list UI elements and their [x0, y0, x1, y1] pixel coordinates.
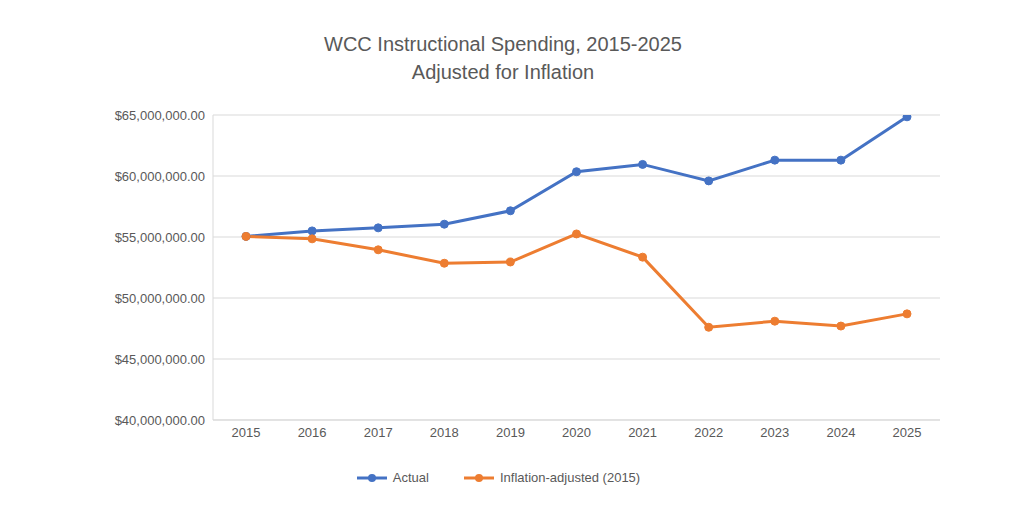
svg-text:2021: 2021: [628, 425, 657, 440]
svg-text:$45,000,000.00: $45,000,000.00: [115, 352, 205, 367]
svg-text:2017: 2017: [364, 425, 393, 440]
html-text:Inflation-adjusted (2015): Inflation-adjusted (2015): [500, 470, 641, 485]
html-text:Actual: Actual: [392, 470, 429, 485]
svg-text:$60,000,000.00: $60,000,000.00: [115, 169, 205, 184]
svg-text:$55,000,000.00: $55,000,000.00: [115, 230, 205, 245]
svg-text:2022: 2022: [694, 425, 723, 440]
svg-text:2016: 2016: [298, 425, 327, 440]
svg-text:2023: 2023: [760, 425, 789, 440]
svg-text:$65,000,000.00: $65,000,000.00: [115, 108, 205, 123]
svg-text:2019: 2019: [496, 425, 525, 440]
svg-text:2025: 2025: [893, 425, 922, 440]
html-text:WCC Instructional Spending, 20: WCC Instructional Spending, 2015-2025: [324, 33, 682, 55]
svg-text:2018: 2018: [430, 425, 459, 440]
svg-text:2024: 2024: [826, 425, 855, 440]
svg-text:$40,000,000.00: $40,000,000.00: [115, 413, 205, 428]
svg-text:2020: 2020: [562, 425, 591, 440]
html-text:Adjusted for Inflation: Adjusted for Inflation: [411, 61, 595, 83]
svg-text:$50,000,000.00: $50,000,000.00: [115, 291, 205, 306]
svg-text:2015: 2015: [232, 425, 261, 440]
